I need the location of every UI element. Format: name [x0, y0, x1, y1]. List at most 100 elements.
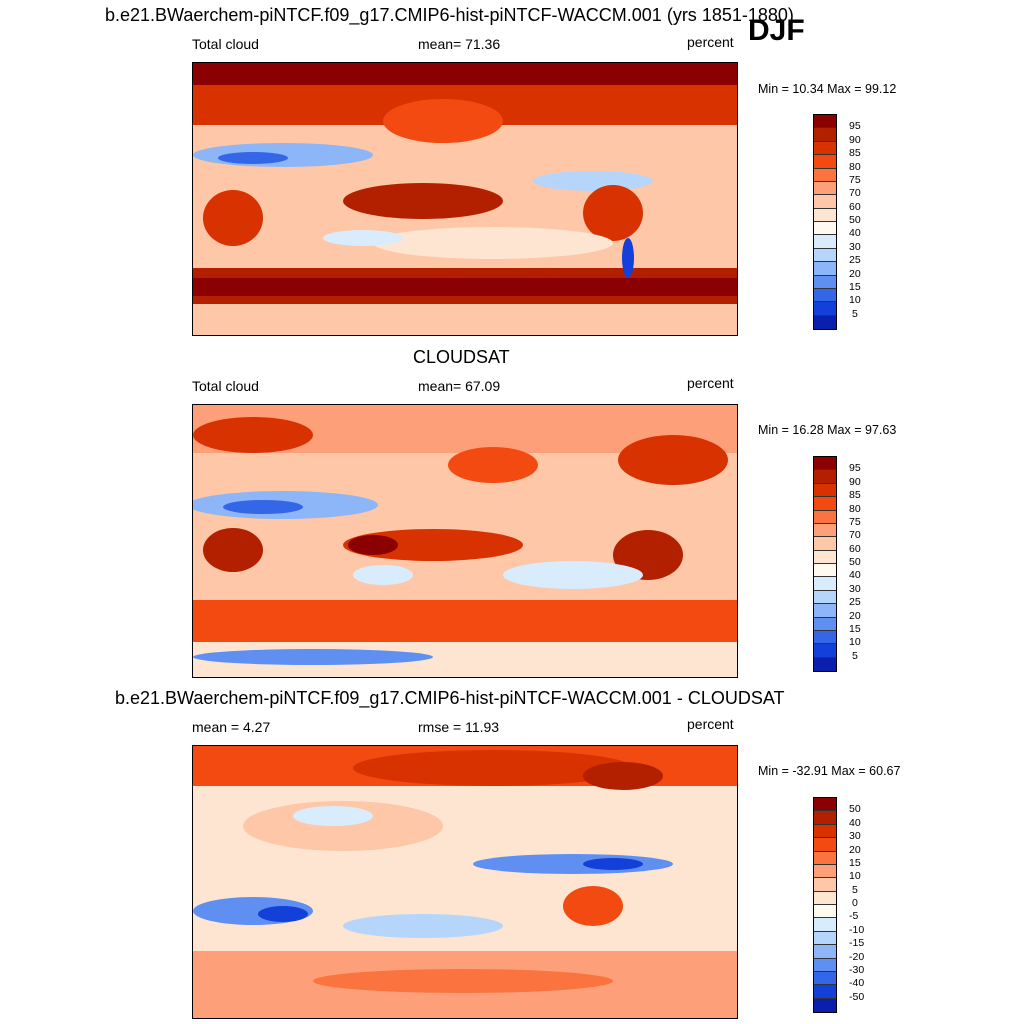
colorbar-tick-label: 60 — [849, 200, 861, 213]
colorbar-box — [814, 168, 836, 182]
colorbar-tick-label: 95 — [849, 462, 861, 475]
colorbar-box — [814, 483, 836, 498]
panel3-units-label: percent — [687, 716, 734, 732]
colorbar-box — [814, 905, 836, 919]
colorbar-box — [814, 824, 836, 839]
panel1-minmax: Min = 10.34 Max = 99.12 — [758, 82, 897, 96]
colorbar-tick-label: 90 — [849, 133, 861, 146]
panel3-map-field — [193, 746, 737, 1018]
colorbar-tick-label: 10 — [849, 294, 861, 307]
colorbar-tick-label: 10 — [849, 636, 861, 649]
colorbar-tick-label: 40 — [849, 569, 861, 582]
panel1-colorbar — [813, 114, 837, 330]
colorbar-box — [814, 115, 836, 129]
colorbar-box — [814, 811, 836, 825]
colorbar-box — [814, 537, 836, 551]
panel1-variable-label: Total cloud — [192, 36, 259, 52]
colorbar-box — [814, 288, 836, 303]
colorbar-tick-label: 75 — [849, 173, 861, 186]
colorbar-box — [814, 958, 836, 972]
panel2-mean-label: mean= 67.09 — [418, 378, 501, 394]
colorbar-tick-label: 95 — [849, 120, 861, 133]
colorbar-box — [814, 798, 836, 812]
colorbar-box — [814, 497, 836, 511]
panel3-mean-label: mean = 4.27 — [192, 719, 271, 735]
panel1-mean-label: mean= 71.36 — [418, 36, 501, 52]
colorbar-tick-label: 30 — [849, 240, 861, 253]
colorbar-box — [814, 235, 836, 249]
colorbar-tick-label: -30 — [849, 963, 865, 976]
main-title: b.e21.BWaerchem-piNTCF.f09_g17.CMIP6-his… — [105, 5, 794, 25]
colorbar-box — [814, 590, 836, 605]
colorbar-box — [814, 275, 836, 289]
colorbar-box — [814, 155, 836, 169]
colorbar-tick-label: 5 — [852, 307, 858, 320]
colorbar-tick-label: -5 — [849, 910, 859, 923]
panel3-minmax: Min = -32.91 Max = 60.67 — [758, 764, 901, 778]
panel2-map-field — [193, 405, 737, 677]
panel2-units-label: percent — [687, 375, 734, 391]
colorbar-box — [814, 470, 836, 484]
colorbar-box — [814, 657, 836, 671]
colorbar-tick-label: 25 — [849, 254, 861, 267]
colorbar-tick-label: 15 — [849, 622, 861, 635]
panel2-map — [192, 404, 738, 678]
colorbar-box — [814, 457, 836, 471]
colorbar-box — [814, 630, 836, 645]
colorbar-tick-label: 5 — [852, 649, 858, 662]
colorbar-tick-label: -50 — [849, 990, 865, 1003]
panel2-colorbar — [813, 456, 837, 672]
colorbar-tick-label: 85 — [849, 489, 861, 502]
colorbar-box — [814, 644, 836, 658]
panel3-rmse-label: rmse = 11.93 — [418, 719, 500, 735]
colorbar-box — [814, 208, 836, 222]
colorbar-box — [814, 128, 836, 142]
panel3-title: b.e21.BWaerchem-piNTCF.f09_g17.CMIP6-his… — [115, 688, 785, 708]
colorbar-tick-label: 10 — [849, 870, 861, 883]
panel3-map — [192, 745, 738, 1019]
colorbar-tick-label: -40 — [849, 977, 865, 990]
colorbar-box — [814, 891, 836, 905]
colorbar-box — [814, 985, 836, 999]
colorbar-box — [814, 315, 836, 329]
colorbar-box — [814, 510, 836, 524]
colorbar-box — [814, 617, 836, 631]
panel2-variable-label: Total cloud — [192, 378, 259, 394]
colorbar-tick-label: -15 — [849, 937, 865, 950]
colorbar-tick-label: 60 — [849, 542, 861, 555]
colorbar-tick-label: 30 — [849, 582, 861, 595]
colorbar-tick-label: 75 — [849, 515, 861, 528]
colorbar-tick-label: 90 — [849, 475, 861, 488]
colorbar-tick-label: 20 — [849, 609, 861, 622]
colorbar-box — [814, 195, 836, 209]
colorbar-tick-label: 40 — [849, 816, 861, 829]
colorbar-tick-label: 50 — [849, 214, 861, 226]
colorbar-tick-label: 50 — [849, 556, 861, 568]
colorbar-box — [814, 604, 836, 618]
colorbar-box — [814, 878, 836, 892]
colorbar-box — [814, 931, 836, 946]
colorbar-tick-label: 25 — [849, 596, 861, 609]
colorbar-tick-label: 0 — [852, 897, 858, 909]
colorbar-box — [814, 302, 836, 316]
colorbar-box — [814, 851, 836, 865]
colorbar-tick-label: 40 — [849, 227, 861, 240]
panel1-units-label: percent — [687, 34, 734, 50]
colorbar-box — [814, 222, 836, 236]
colorbar-box — [814, 523, 836, 538]
colorbar-box — [814, 550, 836, 564]
colorbar-tick-label: 30 — [849, 830, 861, 843]
colorbar-tick-label: 85 — [849, 147, 861, 160]
colorbar-tick-label: -20 — [849, 950, 865, 963]
colorbar-box — [814, 248, 836, 263]
colorbar-tick-label: 70 — [849, 187, 861, 200]
colorbar-tick-label: -10 — [849, 923, 865, 936]
colorbar-tick-label: 15 — [849, 856, 861, 869]
colorbar-box — [814, 945, 836, 959]
colorbar-tick-label: 50 — [849, 803, 861, 816]
colorbar-tick-label: 5 — [852, 883, 858, 896]
colorbar-box — [814, 918, 836, 932]
colorbar-tick-label: 15 — [849, 280, 861, 293]
colorbar-box — [814, 262, 836, 276]
colorbar-tick-label: 80 — [849, 160, 861, 173]
